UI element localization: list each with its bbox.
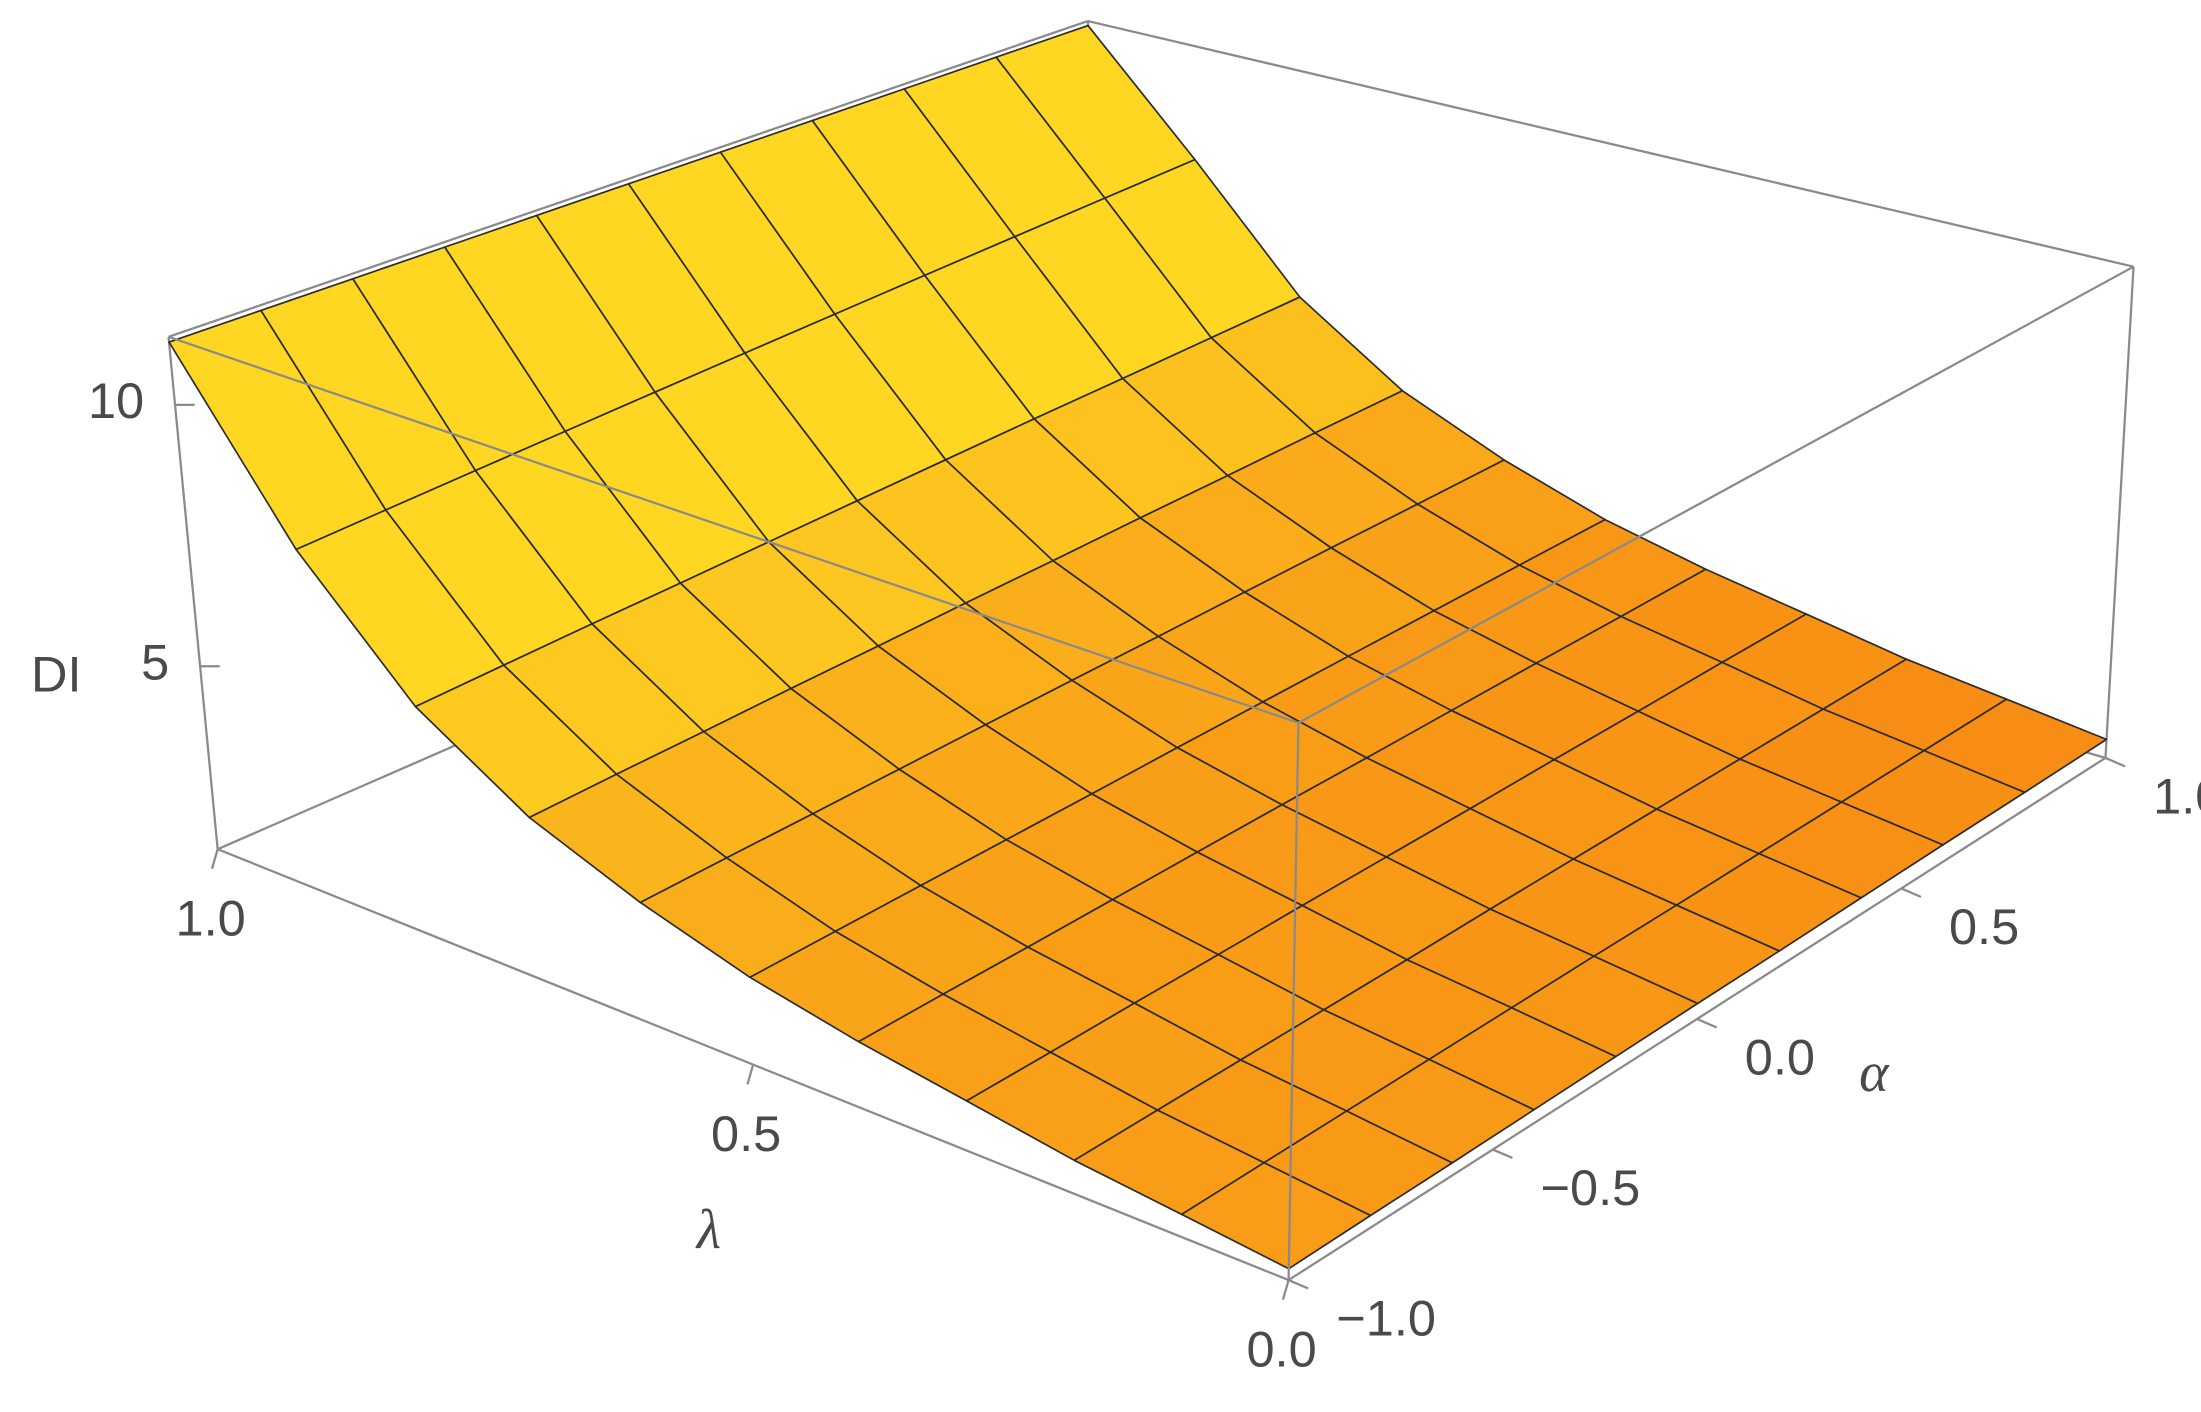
box-edge (2104, 266, 2135, 758)
box-edge (168, 335, 1299, 724)
x-tick-label: 0.5 (711, 1105, 781, 1162)
y-tick (1492, 1148, 1513, 1159)
box-front: 0.0 0.5 1.0 −1.0 −0.5 0.0 0.5 1.0 (168, 265, 2201, 1377)
box-edge (217, 848, 1289, 1282)
box-edge (1087, 19, 2134, 268)
y-axis-label: α (1859, 1042, 1890, 1104)
surface (168, 24, 2108, 1270)
box-edge (1297, 265, 2135, 724)
y-tick-label: 0.0 (1745, 1028, 1815, 1085)
y-tick (2105, 756, 2126, 768)
y-tick-label: 1.0 (2153, 767, 2201, 824)
box-edge (167, 336, 219, 850)
box-edge (168, 19, 1089, 338)
surface-cell (1180, 1161, 1372, 1270)
z-tick-label: 5 (141, 634, 169, 691)
x-tick-label: 1.0 (176, 889, 246, 946)
y-tick (1288, 1279, 1309, 1290)
y-tick-label: −1.0 (1336, 1290, 1436, 1347)
x-tick (210, 848, 219, 870)
x-axis-label: λ (695, 1199, 721, 1261)
y-tick-label: −0.5 (1541, 1159, 1641, 1216)
z-axis-label: DI (31, 645, 82, 702)
x-tick (1281, 1279, 1290, 1301)
y-tick-label: 0.5 (1949, 898, 2019, 955)
x-tick (746, 1064, 755, 1085)
x-tick-label: 0.0 (1246, 1320, 1316, 1377)
y-tick (1696, 1017, 1718, 1029)
y-tick (1900, 887, 1922, 898)
box-edge (1287, 722, 1300, 1281)
z-tick-label: 10 (88, 372, 144, 429)
